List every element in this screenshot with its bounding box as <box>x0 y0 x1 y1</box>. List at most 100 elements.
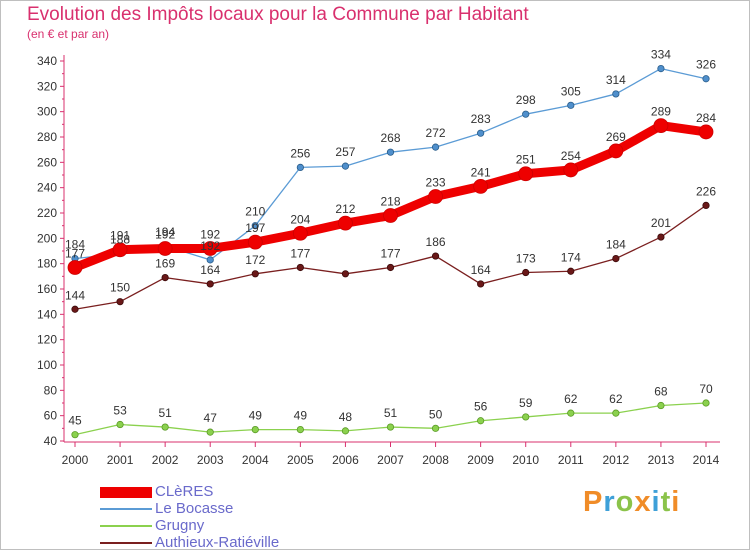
y-tick-label: 60 <box>44 409 58 423</box>
data-point-le-bocasse <box>206 256 214 264</box>
data-label-le-bocasse: 334 <box>651 48 671 62</box>
data-point-cleres <box>292 225 308 241</box>
data-point-authieux-ratieville <box>567 267 575 275</box>
data-point-cleres <box>698 124 714 140</box>
y-tick-label: 120 <box>37 333 57 347</box>
data-label-authieux-ratieville: 184 <box>606 238 626 252</box>
data-label-grugny: 62 <box>609 392 623 406</box>
data-point-authieux-ratieville <box>702 201 710 209</box>
chart-subtitle: (en € et par an) <box>27 27 110 41</box>
data-label-authieux-ratieville: 144 <box>65 288 85 302</box>
y-tick-label: 240 <box>37 181 57 195</box>
legend-swatch-cleres <box>100 487 152 498</box>
data-label-grugny: 49 <box>294 409 308 423</box>
data-point-le-bocasse <box>386 148 395 156</box>
x-tick-label: 2010 <box>512 453 539 467</box>
data-point-authieux-ratieville <box>477 280 485 288</box>
x-tick-label: 2004 <box>242 453 269 467</box>
data-point-authieux-ratieville <box>657 233 665 241</box>
data-point-cleres <box>653 118 669 133</box>
data-point-cleres <box>247 234 263 250</box>
data-label-authieux-ratieville: 177 <box>290 246 310 260</box>
data-point-grugny <box>386 423 395 431</box>
data-point-grugny <box>477 417 485 425</box>
data-label-cleres: 254 <box>561 149 581 163</box>
data-point-le-bocasse <box>431 143 440 151</box>
data-point-authieux-ratieville <box>251 270 259 278</box>
data-label-cleres: 192 <box>200 227 220 241</box>
data-label-authieux-ratieville: 177 <box>380 246 400 260</box>
data-point-grugny <box>206 428 214 436</box>
data-label-cleres: 251 <box>516 153 536 167</box>
data-point-grugny <box>567 409 575 417</box>
x-tick-label: 2012 <box>603 453 630 467</box>
data-label-cleres: 192 <box>155 227 175 241</box>
chart-title: Evolution des Impôts locaux pour la Comm… <box>27 4 529 25</box>
data-point-cleres <box>67 260 83 275</box>
data-point-authieux-ratieville <box>296 263 304 272</box>
data-label-grugny: 62 <box>564 392 578 406</box>
data-point-cleres <box>157 241 173 256</box>
data-point-le-bocasse <box>702 75 710 83</box>
data-label-grugny: 51 <box>158 406 172 420</box>
x-tick-label: 2014 <box>693 453 720 467</box>
x-tick-label: 2006 <box>332 453 359 467</box>
y-tick-label: 140 <box>37 307 57 321</box>
data-label-cleres: 204 <box>290 212 310 226</box>
data-point-grugny <box>612 409 620 417</box>
y-tick-label: 100 <box>37 358 57 372</box>
data-point-cleres <box>518 166 534 182</box>
data-point-grugny <box>657 401 665 410</box>
data-label-le-bocasse: 192 <box>200 239 220 253</box>
logo-letter: x <box>634 486 652 518</box>
data-label-grugny: 56 <box>474 400 488 414</box>
data-label-authieux-ratieville: 164 <box>471 263 491 277</box>
data-point-cleres <box>383 208 398 223</box>
y-tick-label: 180 <box>37 257 57 271</box>
logo-letter: i <box>671 486 681 518</box>
data-label-cleres: 212 <box>335 202 355 216</box>
x-tick-label: 2002 <box>152 453 179 467</box>
data-point-cleres <box>608 143 624 159</box>
data-point-le-bocasse <box>612 90 620 98</box>
data-label-le-bocasse: 184 <box>65 238 85 252</box>
data-label-le-bocasse: 188 <box>110 233 130 247</box>
x-tick-label: 2013 <box>648 453 675 467</box>
data-label-le-bocasse: 256 <box>290 146 310 160</box>
y-tick-label: 80 <box>44 383 58 397</box>
data-point-le-bocasse <box>522 110 530 118</box>
logo-letter: r <box>603 486 616 518</box>
y-tick-label: 340 <box>37 54 57 68</box>
data-label-authieux-ratieville: 226 <box>696 184 716 198</box>
data-label-cleres: 191 <box>110 229 130 243</box>
data-label-authieux-ratieville: 186 <box>426 235 446 249</box>
data-point-grugny <box>341 427 350 435</box>
logo-letter: P <box>583 486 604 518</box>
logo-letter: o <box>615 486 635 518</box>
data-label-le-bocasse: 326 <box>696 58 716 72</box>
data-point-le-bocasse <box>657 65 665 73</box>
data-label-grugny: 53 <box>113 404 127 418</box>
y-tick-label: 220 <box>37 206 57 220</box>
data-label-grugny: 51 <box>384 406 398 420</box>
x-tick-label: 2011 <box>558 453 584 467</box>
data-point-le-bocasse <box>251 222 259 230</box>
x-tick-label: 2008 <box>422 453 449 467</box>
data-label-le-bocasse: 305 <box>561 84 581 98</box>
legend-label-grugny: Grugny <box>155 517 205 534</box>
y-tick-label: 200 <box>37 231 57 245</box>
x-tick-label: 2007 <box>377 453 404 467</box>
data-point-le-bocasse <box>567 101 575 109</box>
data-label-grugny: 48 <box>339 410 353 424</box>
legend-label-authieux-ratieville: Authieux-Ratiéville <box>155 534 280 551</box>
data-point-cleres <box>428 189 443 204</box>
legend-label-le-bocasse: Le Bocasse <box>155 500 234 517</box>
x-tick-label: 2003 <box>197 453 224 467</box>
data-label-le-bocasse: 272 <box>426 126 446 140</box>
data-label-cleres: 269 <box>606 130 626 144</box>
data-label-cleres: 218 <box>380 195 400 209</box>
data-point-grugny <box>702 399 710 407</box>
data-label-grugny: 50 <box>429 407 443 421</box>
legend-swatch-le-bocasse <box>100 508 152 510</box>
